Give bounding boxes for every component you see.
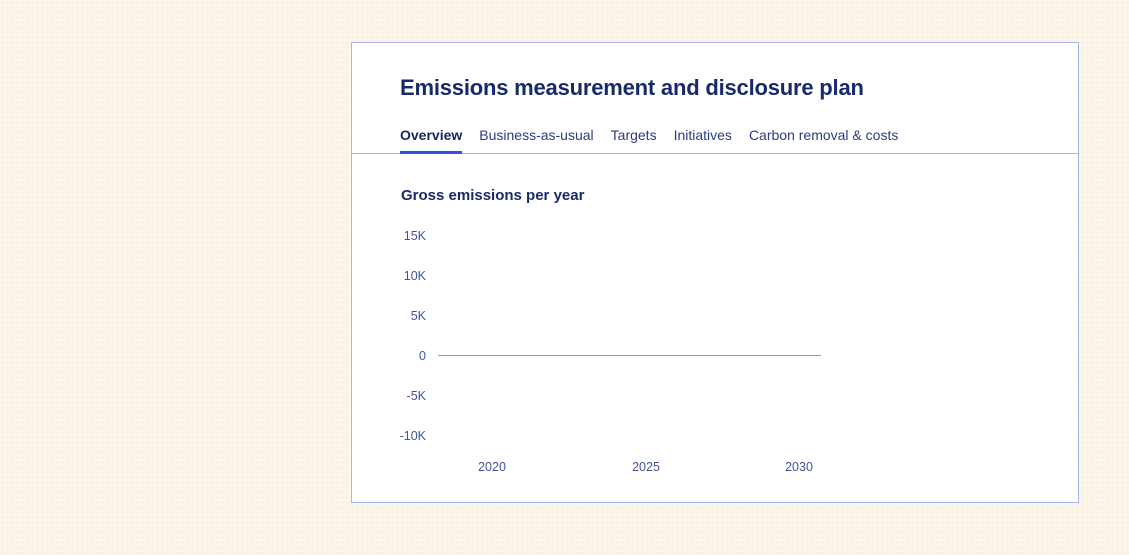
tab-targets[interactable]: Targets — [610, 127, 657, 143]
emissions-plan-card: Emissions measurement and disclosure pla… — [351, 42, 1079, 503]
x-axis-tick-2030: 2030 — [785, 460, 813, 474]
y-axis-tick-neg5k: -5K — [406, 389, 426, 403]
chart-title: Gross emissions per year — [401, 187, 585, 204]
tab-bar: Overview Business-as-usual Targets Initi… — [400, 127, 899, 154]
gross-emissions-chart: Gross emissions per year 15K 10K 5K 0 -5… — [352, 154, 1078, 502]
y-axis-tick-5k: 5K — [410, 309, 426, 323]
tab-business-as-usual[interactable]: Business-as-usual — [479, 127, 594, 143]
y-axis-tick-0: 0 — [419, 349, 426, 363]
page-title: Emissions measurement and disclosure pla… — [400, 75, 864, 100]
card-header: Emissions measurement and disclosure pla… — [352, 43, 1078, 154]
y-axis-tick-neg10k: -10K — [399, 429, 426, 443]
y-axis-tick-10k: 10K — [403, 269, 426, 283]
x-axis-tick-2025: 2025 — [632, 460, 660, 474]
y-axis-tick-15k: 15K — [403, 229, 426, 243]
tab-overview[interactable]: Overview — [400, 127, 463, 154]
tab-initiatives[interactable]: Initiatives — [673, 127, 732, 143]
zero-baseline — [438, 355, 821, 356]
tab-carbon-removal-costs[interactable]: Carbon removal & costs — [748, 127, 899, 143]
x-axis-tick-2020: 2020 — [478, 460, 506, 474]
